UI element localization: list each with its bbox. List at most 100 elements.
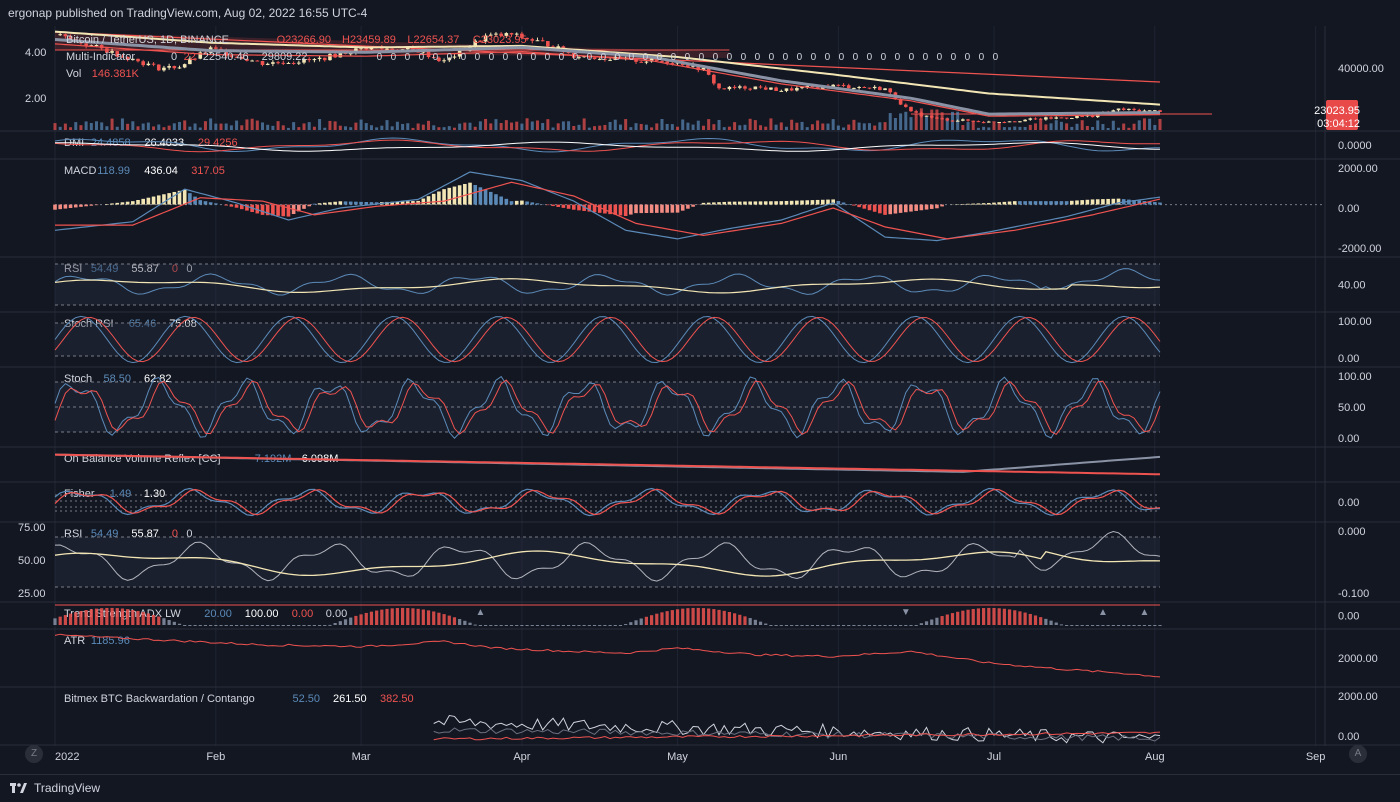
- candle-body: [312, 59, 317, 61]
- trend-bar: [603, 625, 607, 626]
- volume-bar: [421, 124, 425, 130]
- macd-histogram-bar: [53, 204, 57, 210]
- candle-body: [520, 33, 524, 38]
- macd-histogram-bar: [364, 202, 369, 205]
- auto-scale-button[interactable]: A: [1349, 745, 1367, 763]
- trend-bar: [976, 608, 981, 625]
- legend-multi-indicator: Multi-Indicator 0 22 22540.46 29809.22: [66, 51, 307, 63]
- macd-histogram-bar: [997, 202, 1001, 205]
- trend-bar: [878, 625, 882, 626]
- trend-bar: [79, 611, 83, 625]
- trend-bar: [556, 625, 560, 626]
- trend-bar: [592, 625, 597, 626]
- volume-bar: [411, 127, 415, 130]
- macd-histogram-bar: [188, 193, 192, 205]
- candle-body: [862, 86, 867, 88]
- candle-body: [1049, 117, 1053, 119]
- volume-bar: [115, 126, 119, 130]
- macd-histogram-bar: [463, 183, 467, 205]
- macd-histogram-bar: [79, 204, 83, 207]
- macd-histogram-bar: [1106, 198, 1110, 205]
- trend-bar: [141, 612, 145, 625]
- stoch-d-line: [54, 379, 1161, 436]
- volume-bar: [437, 127, 441, 130]
- trend-bar: [836, 625, 840, 626]
- macd-histogram-bar: [1111, 198, 1116, 205]
- macd-histogram-bar: [354, 201, 358, 205]
- trend-bar: [437, 612, 441, 625]
- volume-bar: [1153, 124, 1157, 130]
- right-tick-macd: 2000.00: [1338, 163, 1378, 175]
- trend-bar: [193, 625, 197, 626]
- candle-body: [763, 87, 768, 90]
- volume-bar: [722, 127, 726, 130]
- candle-body: [105, 48, 109, 53]
- macd-histogram-bar: [525, 201, 529, 205]
- volume-bar: [416, 123, 420, 130]
- volume-bar: [686, 122, 690, 130]
- candle-body: [831, 84, 835, 88]
- signal-marker: 0: [475, 52, 481, 63]
- candle-body: [955, 120, 960, 122]
- candle-body: [514, 33, 519, 35]
- trend-bar: [489, 625, 493, 626]
- macd-histogram-bar: [520, 200, 524, 205]
- trend-bar: [634, 620, 638, 625]
- macd-histogram-bar: [784, 200, 789, 205]
- trend-bar: [893, 625, 898, 626]
- signal-marker: 0: [615, 52, 621, 63]
- right-tick-macd: 0.00: [1338, 203, 1359, 215]
- trend-bar: [810, 625, 815, 626]
- volume-bar: [1023, 126, 1027, 130]
- volume-bar: [769, 118, 773, 130]
- macd-histogram-bar: [634, 204, 638, 214]
- zoom-left-button[interactable]: Z: [25, 745, 43, 763]
- trend-bar: [541, 625, 545, 626]
- macd-histogram-bar: [1028, 201, 1033, 205]
- volume-bar: [883, 122, 887, 130]
- volume-bar: [152, 126, 156, 130]
- legend-macd-value: 317.05: [191, 165, 225, 177]
- candle-body: [94, 45, 99, 47]
- candle-body: [1064, 117, 1069, 119]
- macd-histogram-bar: [981, 203, 986, 205]
- trend-bar: [504, 625, 508, 626]
- candle-body: [265, 63, 270, 65]
- volume-bar: [214, 123, 218, 130]
- macd-histogram-bar: [691, 204, 695, 207]
- macd-histogram-bar: [1007, 201, 1012, 205]
- candle-body: [950, 120, 955, 122]
- price-tag-value: 23023.95: [1314, 105, 1360, 117]
- candle-body: [712, 74, 716, 84]
- trend-bar: [520, 625, 524, 626]
- signal-marker: 0: [573, 52, 579, 63]
- candle-body: [1002, 121, 1007, 123]
- volume-bar: [188, 126, 192, 130]
- macd-histogram-bar: [405, 201, 410, 205]
- trend-bar: [416, 608, 420, 625]
- trend-bar: [458, 619, 462, 625]
- macd-histogram-bar: [312, 203, 317, 205]
- macd-histogram-bar: [603, 204, 607, 214]
- candle-body: [971, 120, 976, 122]
- candle-body: [976, 121, 981, 123]
- trend-signal-marker: ▲: [1139, 607, 1149, 618]
- volume-bar: [857, 122, 861, 130]
- legend-multi-item: 22540.46: [203, 51, 249, 63]
- macd-histogram-bar: [919, 204, 924, 211]
- volume-bar: [743, 124, 747, 130]
- legend-multi-item: 22: [184, 51, 196, 63]
- trend-bar: [753, 619, 757, 625]
- macd-histogram-bar: [265, 204, 270, 216]
- tradingview-logo[interactable]: TradingView: [10, 781, 100, 795]
- candle-body: [789, 88, 794, 91]
- candle-body: [852, 87, 856, 89]
- volume-bar: [753, 120, 757, 130]
- legend-rsi1-value: 0: [186, 263, 192, 275]
- volume-bar: [318, 119, 322, 130]
- trend-bar: [841, 625, 846, 626]
- macd-histogram-bar: [836, 200, 841, 205]
- volume-bar: [1028, 124, 1032, 130]
